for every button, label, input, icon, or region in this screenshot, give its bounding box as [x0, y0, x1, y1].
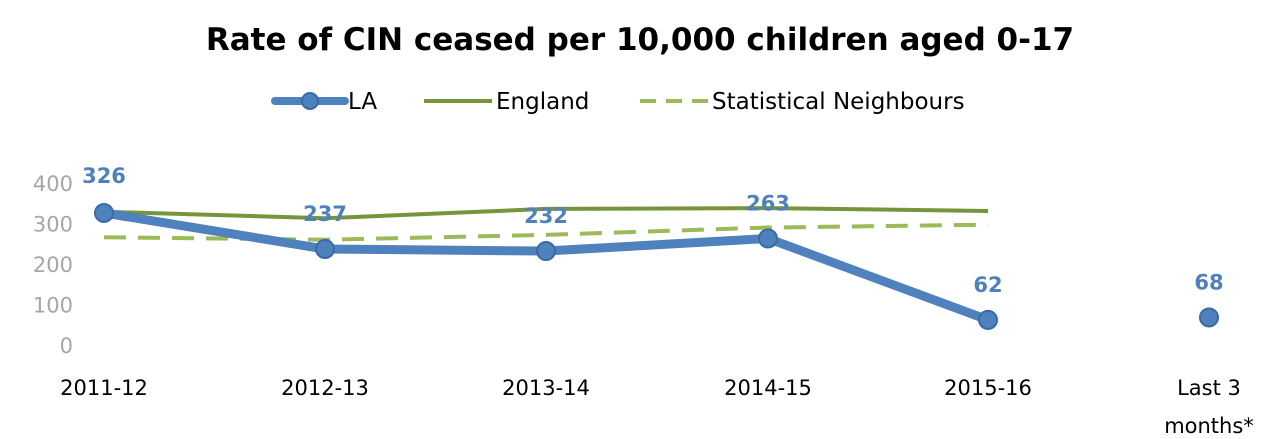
x-tick-label: 2012-13 — [281, 376, 369, 400]
y-tick-label: 400 — [33, 172, 73, 196]
legend-item-england: England — [424, 89, 589, 115]
y-axis: 0 100 200 300 400 — [33, 172, 73, 358]
x-tick-label: 2011-12 — [60, 376, 148, 400]
plot-area: 326 237 232 263 62 68 — [82, 164, 1224, 330]
la-point — [978, 309, 998, 330]
la-data-label: 326 — [82, 164, 126, 188]
la-data-label: 232 — [524, 204, 568, 228]
legend-label-la: LA — [348, 89, 377, 115]
la-point — [94, 202, 114, 223]
la-point — [536, 241, 556, 262]
y-tick-label: 300 — [33, 213, 73, 237]
legend: LA England Statistical Neighbours — [271, 89, 965, 115]
la-data-label: 237 — [303, 202, 347, 226]
la-point — [315, 239, 335, 260]
la-point — [1199, 307, 1219, 328]
x-tick-label: Last 3 months* — [1164, 376, 1254, 438]
legend-item-statistical-neighbours: Statistical Neighbours — [640, 89, 965, 115]
x-tick-label: 2013-14 — [502, 376, 590, 400]
x-axis: 2011-12 2012-13 2013-14 2014-15 2015-16 Last … — [60, 376, 1254, 438]
y-tick-label: 200 — [33, 253, 73, 277]
y-tick-label: 0 — [60, 334, 73, 358]
series-line-england — [103, 206, 989, 221]
series-line-la — [103, 208, 990, 325]
la-data-label: 62 — [973, 273, 1002, 297]
la-data-label: 263 — [746, 191, 790, 215]
legend-label-england: England — [496, 89, 589, 115]
legend-marker-la — [301, 92, 319, 110]
legend-item-la: LA — [271, 89, 377, 115]
chart-title: Rate of CIN ceased per 10,000 children a… — [206, 22, 1074, 58]
x-tick-label: 2014-15 — [724, 376, 812, 400]
la-data-label: 68 — [1194, 270, 1223, 294]
la-point — [758, 228, 778, 249]
legend-label-statistical-neighbours: Statistical Neighbours — [712, 89, 965, 115]
y-tick-label: 100 — [33, 294, 73, 318]
x-tick-label: 2015-16 — [944, 376, 1032, 400]
